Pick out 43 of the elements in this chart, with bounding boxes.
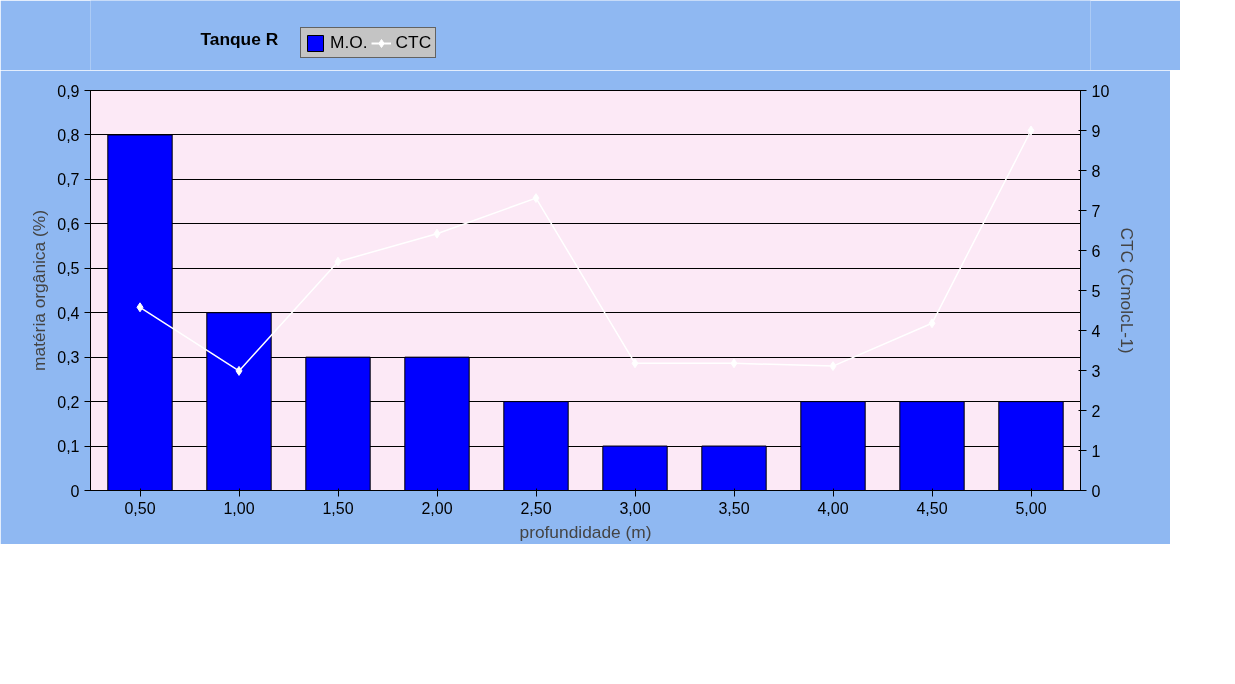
x-tick-label: 4,50 <box>916 499 948 517</box>
y-tick-label: 0,6 <box>57 215 80 233</box>
x-tick-label: 4,00 <box>817 499 849 517</box>
legend-label: CTC <box>395 32 432 53</box>
x-tick-label: 3,50 <box>718 499 750 517</box>
y-axis-title: matéria orgânica (%) <box>29 210 50 371</box>
y-tick-label: 0,7 <box>57 171 80 189</box>
point <box>136 302 144 313</box>
y2-tick-label: 0 <box>1091 482 1101 500</box>
point <box>730 358 738 369</box>
y2-tick-label: 6 <box>1091 242 1101 260</box>
x-tick-label: 0,50 <box>124 499 156 517</box>
y-tick-label: 0,2 <box>57 393 80 411</box>
y2-tick-label: 7 <box>1091 202 1101 220</box>
chart-title: Tanque R <box>200 28 279 49</box>
y2-axis-title: CTC (CmolcL-1) <box>1117 227 1138 354</box>
y-tick-label: 0,5 <box>57 260 80 278</box>
y2-tick-label: 9 <box>1091 122 1101 140</box>
point <box>1027 125 1035 136</box>
x-tick-label: 3,00 <box>619 499 651 517</box>
y-tick-label: 0,9 <box>57 82 80 100</box>
x-tick-label: 5,00 <box>1015 499 1047 517</box>
legend-label: M.O. <box>330 32 368 53</box>
y2-tick-label: 10 <box>1091 82 1110 100</box>
y-tick-label: 0,1 <box>57 438 80 456</box>
x-tick-label: 2,50 <box>520 499 552 517</box>
x-tick-label: 2,00 <box>421 499 453 517</box>
x-axis-title: profundidade (m) <box>519 521 652 542</box>
y2-tick-label: 3 <box>1091 362 1101 380</box>
point <box>334 256 342 267</box>
y2-tick-label: 1 <box>1091 442 1101 460</box>
y2-tick-label: 2 <box>1091 402 1101 420</box>
x-tick-label: 1,00 <box>223 499 255 517</box>
point <box>631 358 639 369</box>
y2-tick-label: 4 <box>1091 322 1101 340</box>
y2-tick-label: 5 <box>1091 282 1101 300</box>
x-tick-label: 1,50 <box>322 499 354 517</box>
y-tick-label: 0,3 <box>57 349 80 367</box>
y2-tick-label: 8 <box>1091 162 1101 180</box>
point <box>235 365 243 376</box>
y-tick-label: 0,4 <box>57 304 80 322</box>
y-tick-label: 0 <box>70 482 80 500</box>
y-tick-label: 0,8 <box>57 126 80 144</box>
